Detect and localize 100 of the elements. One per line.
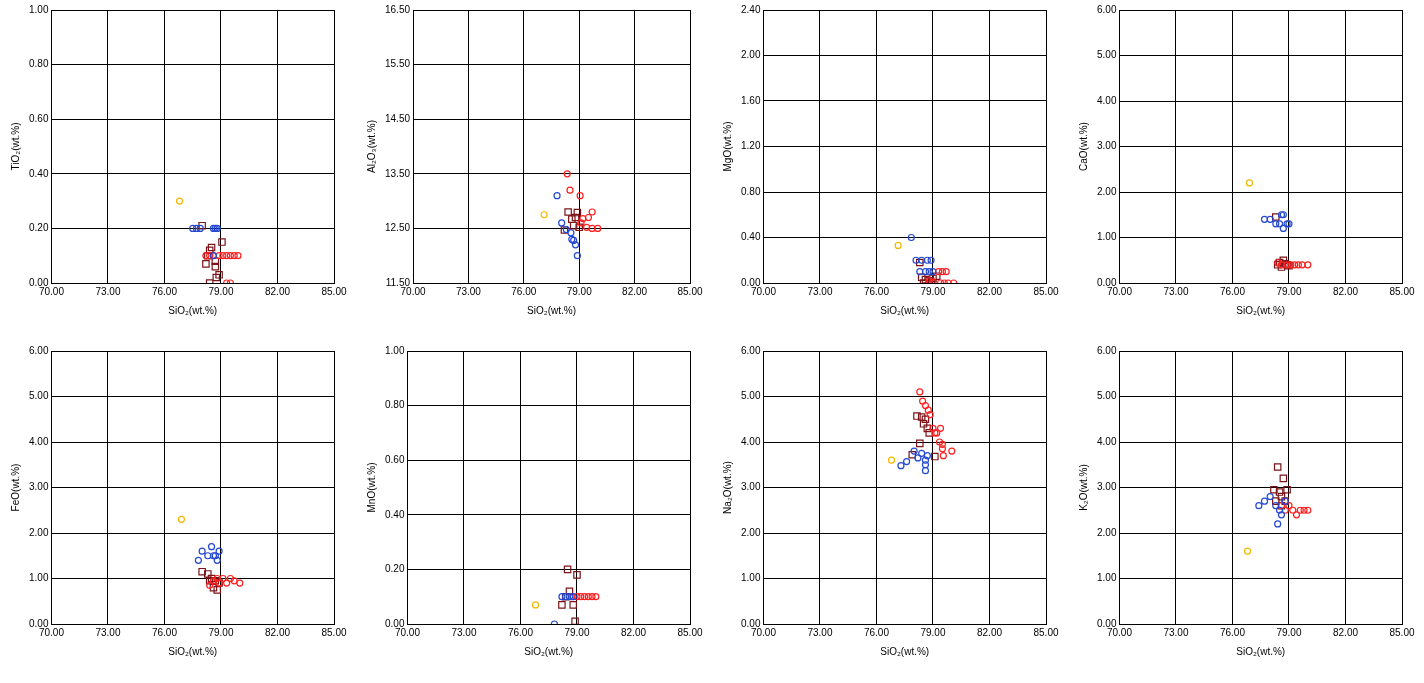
y-tick-label: 6.00 xyxy=(740,344,761,356)
point xyxy=(584,213,593,222)
point xyxy=(213,556,221,564)
point xyxy=(919,397,927,405)
y-axis-title: MnO(wt.%) xyxy=(365,462,377,513)
point xyxy=(204,570,212,578)
x-tick-label: 82.00 xyxy=(264,285,291,297)
point xyxy=(1266,493,1274,501)
point xyxy=(921,467,930,475)
point xyxy=(1300,506,1308,514)
x-tick-label: 79.00 xyxy=(564,626,590,638)
point xyxy=(198,567,206,576)
point xyxy=(1298,261,1306,269)
x-tick-label: 76.00 xyxy=(511,285,537,297)
point xyxy=(1245,179,1254,187)
y-tick-label: 0.20 xyxy=(28,222,49,234)
x-tick-label: 70.00 xyxy=(38,285,65,297)
point xyxy=(919,420,928,428)
point xyxy=(230,577,238,585)
point xyxy=(558,219,566,227)
point xyxy=(236,579,244,587)
y-tick-label: 0.00 xyxy=(28,617,49,629)
point xyxy=(1275,488,1284,496)
point xyxy=(1279,474,1288,483)
x-tick-label: 85.00 xyxy=(677,626,703,638)
y-tick-label: 5.00 xyxy=(1096,390,1117,402)
point xyxy=(1275,220,1284,228)
x-tick-label: 82.00 xyxy=(264,626,291,638)
x-tick-label: 85.00 xyxy=(1033,285,1059,297)
y-tick-label: 1.20 xyxy=(740,140,761,152)
y-tick-label: 1.00 xyxy=(28,3,49,15)
point xyxy=(189,224,197,232)
x-tick-label: 76.00 xyxy=(151,285,178,297)
point xyxy=(1285,502,1293,510)
point xyxy=(908,450,917,459)
point xyxy=(579,214,587,223)
point xyxy=(594,224,602,232)
point xyxy=(921,415,930,424)
point xyxy=(925,429,933,437)
x-tick-label: 82.00 xyxy=(620,626,647,638)
x-tick-label: 85.00 xyxy=(321,285,347,297)
y-tick-label: 14.50 xyxy=(384,112,411,124)
y-tick-label: 2.00 xyxy=(1096,185,1117,197)
y-tick-label: 0.00 xyxy=(1096,276,1117,288)
x-tick-label: 73.00 xyxy=(807,626,833,638)
point xyxy=(234,252,242,260)
point xyxy=(931,452,939,461)
point xyxy=(1275,506,1284,514)
x-tick-label: 73.00 xyxy=(451,626,477,638)
point xyxy=(566,186,574,194)
point xyxy=(540,211,548,219)
x-tick-label: 73.00 xyxy=(1163,626,1189,638)
y-tick-label: 16.50 xyxy=(384,3,411,15)
point xyxy=(573,208,582,217)
x-tick-label: 85.00 xyxy=(321,626,347,638)
point xyxy=(563,170,571,178)
point xyxy=(1243,547,1252,555)
point xyxy=(553,192,561,200)
point xyxy=(1304,261,1312,269)
point xyxy=(1304,506,1312,514)
point xyxy=(1266,215,1274,223)
point xyxy=(1296,506,1304,514)
x-tick-label: 82.00 xyxy=(622,285,648,297)
point xyxy=(215,271,223,279)
y-tick-label: 3.00 xyxy=(28,481,49,493)
x-tick-label: 76.00 xyxy=(863,285,890,297)
x-tick-label: 70.00 xyxy=(394,626,421,638)
point xyxy=(1273,463,1282,471)
y-axis-title: TiO₂(wt.%) xyxy=(9,122,21,171)
y-tick-label: 0.40 xyxy=(384,508,405,520)
point xyxy=(921,461,930,469)
point xyxy=(939,452,947,460)
y-tick-label: 0.00 xyxy=(740,276,761,288)
x-tick-label: 76.00 xyxy=(1219,626,1246,638)
point xyxy=(567,229,575,237)
point xyxy=(213,586,221,594)
point xyxy=(209,583,218,592)
y-tick-label: 2.00 xyxy=(1096,526,1117,538)
point xyxy=(564,208,572,216)
y-tick-label: 0.60 xyxy=(28,112,49,124)
point xyxy=(194,556,202,564)
x-tick-label: 70.00 xyxy=(1106,626,1133,638)
x-tick-label: 85.00 xyxy=(1389,285,1415,297)
y-tick-label: 6.00 xyxy=(28,344,49,356)
point xyxy=(588,208,596,216)
y-tick-label: 0.80 xyxy=(384,399,405,411)
y-tick-label: 4.00 xyxy=(1096,94,1117,106)
point xyxy=(1277,511,1286,519)
point xyxy=(916,388,924,396)
x-tick-label: 82.00 xyxy=(976,626,1003,638)
x-tick-label: 73.00 xyxy=(807,285,833,297)
x-axis-title: SiO₂(wt.%) xyxy=(880,304,930,316)
point xyxy=(576,192,584,200)
point xyxy=(212,273,221,282)
y-tick-label: 3.00 xyxy=(1096,140,1117,152)
point xyxy=(1272,502,1280,510)
point xyxy=(198,547,206,555)
point xyxy=(1289,506,1297,514)
point xyxy=(223,579,231,587)
x-tick-label: 73.00 xyxy=(455,285,482,297)
